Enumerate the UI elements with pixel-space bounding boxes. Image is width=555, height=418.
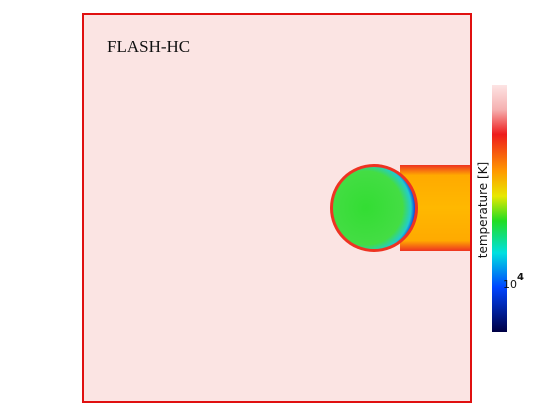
cloud <box>333 167 415 249</box>
tick-exponent: 4 <box>517 272 524 283</box>
colorbar-title: temperature [K] <box>476 162 490 258</box>
colorbar-tick-label: 104 <box>503 272 524 291</box>
simulation-field <box>330 164 470 252</box>
colorbar-scale <box>492 85 507 332</box>
colorbar: temperature [K] 104 <box>476 85 524 332</box>
panel-label: FLASH-HC <box>107 37 190 56</box>
simulation-panel: FLASH-HC <box>82 13 472 403</box>
panel-border <box>82 13 472 403</box>
tick-base: 10 <box>503 278 517 291</box>
